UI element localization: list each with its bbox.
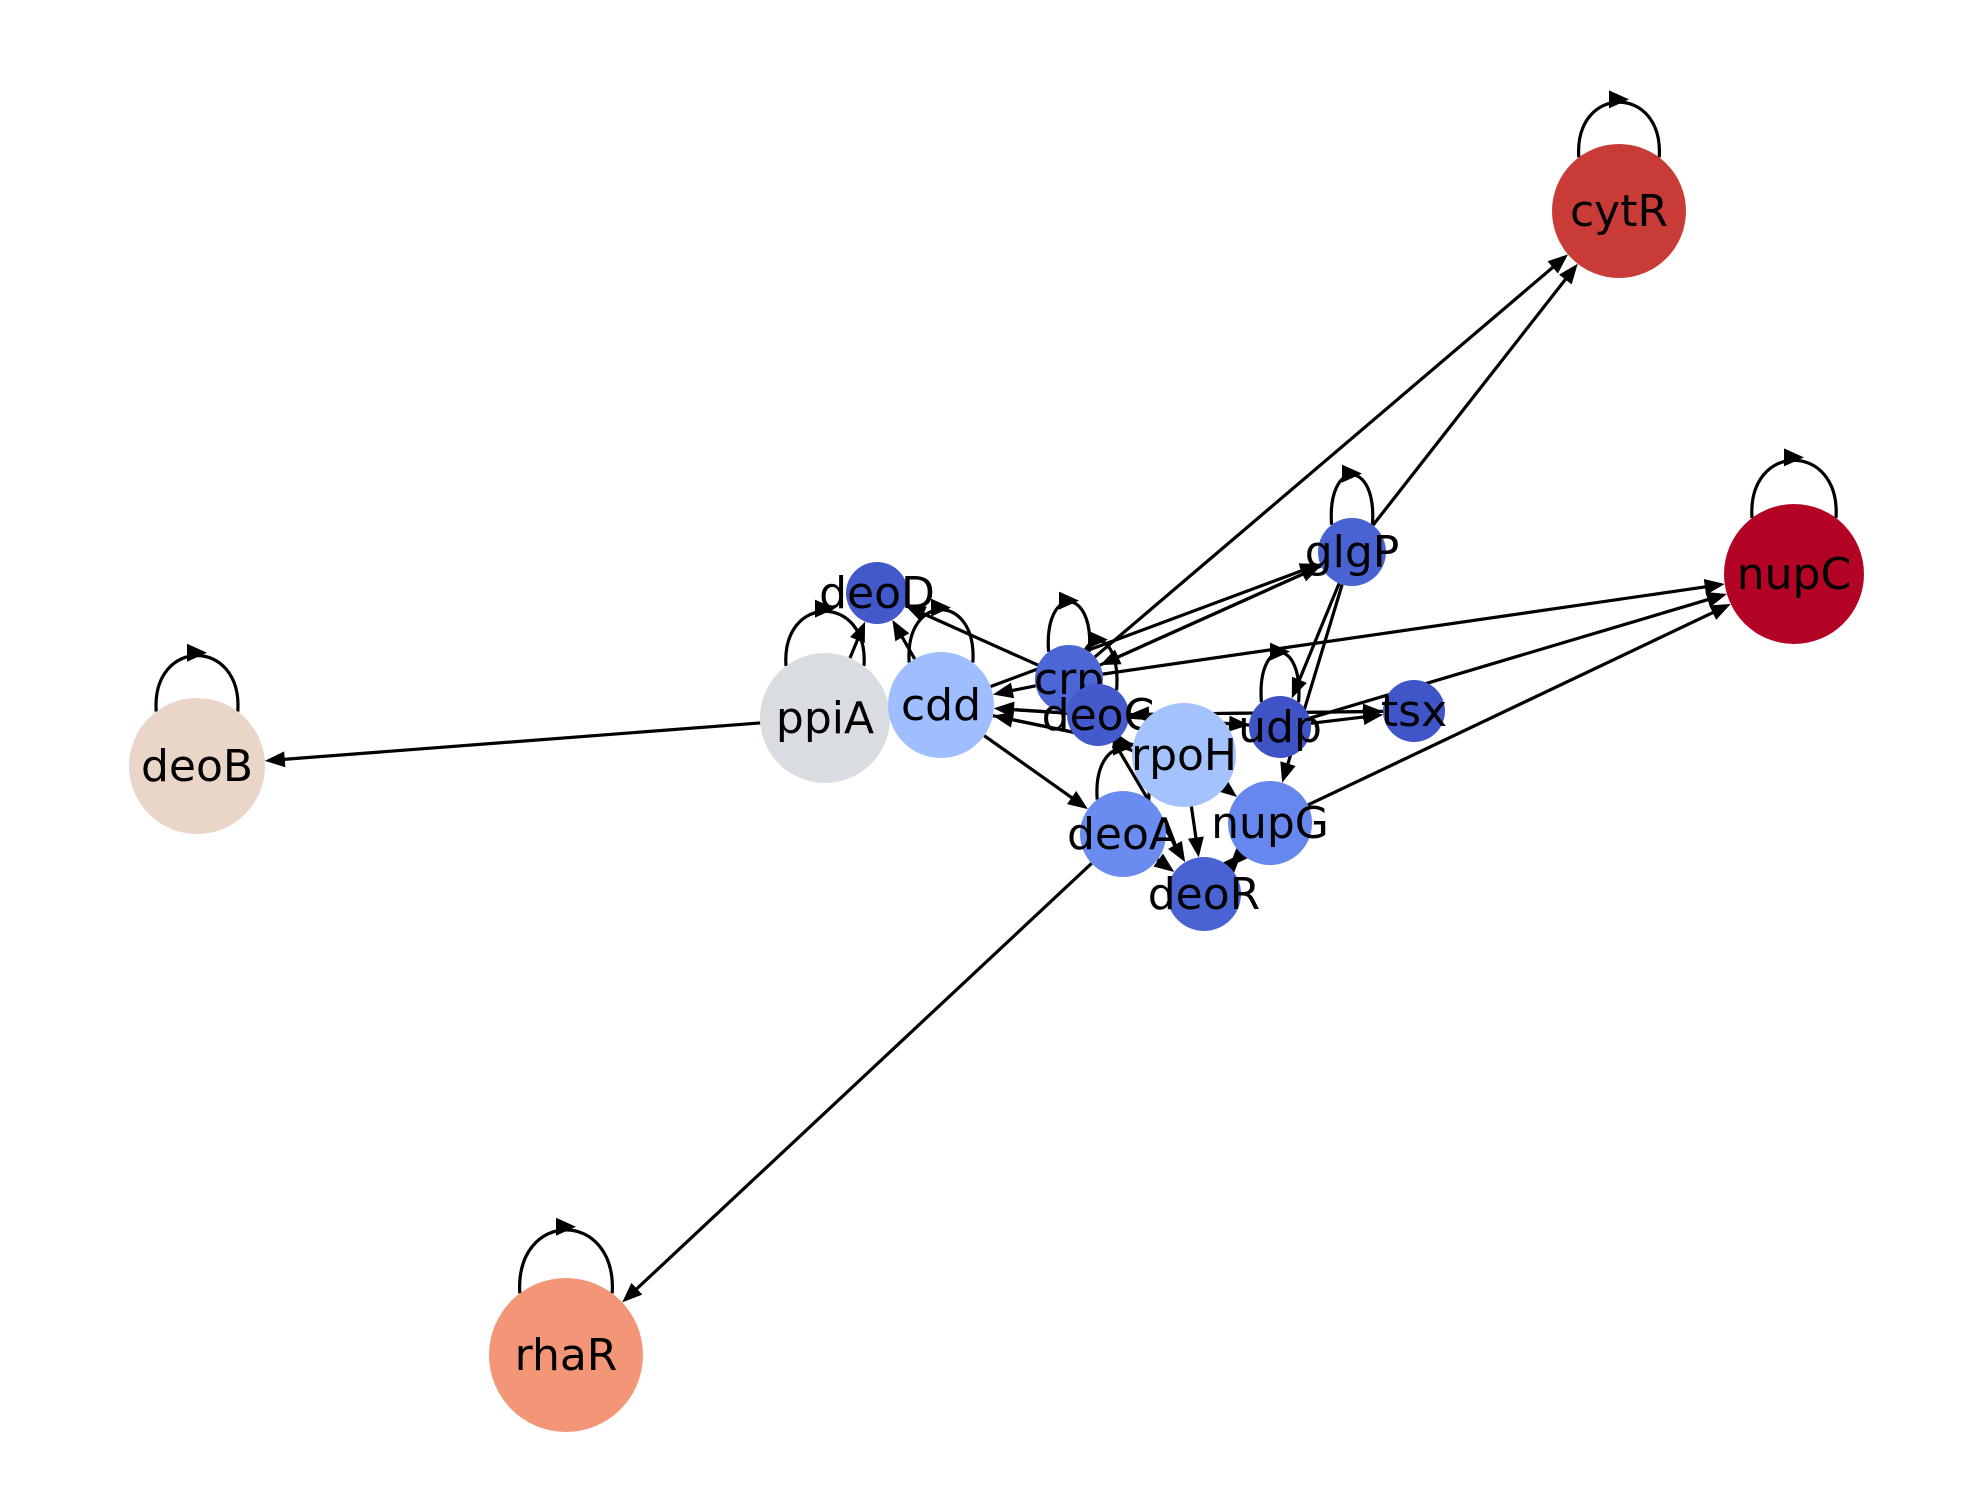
self-loop-arrow-deoB	[187, 643, 207, 662]
edge-crp-to-cytR	[1093, 262, 1559, 659]
node-deoD: deoD	[819, 562, 935, 624]
arrow-rpoH-to-nupG	[1216, 778, 1238, 797]
node-circle-nupC	[1724, 504, 1864, 644]
arrow-deoC-to-deoR	[1168, 840, 1186, 863]
node-circle-deoD	[846, 562, 908, 624]
arrow-udp-to-nupC	[1705, 592, 1727, 608]
edge-rpoH-to-deoR	[1189, 806, 1199, 844]
node-label-nupC: nupC	[1737, 549, 1851, 600]
node-rpoH: rpoH	[1131, 703, 1237, 807]
node-circle-deoR	[1167, 857, 1241, 931]
node-label-deoA: deoA	[1067, 809, 1179, 860]
self-loop-arrow-cdd	[931, 598, 951, 617]
arrow-glgP-to-udp	[1291, 676, 1307, 699]
node-deoA: deoA	[1067, 791, 1179, 877]
edge-glgP-to-udp	[1295, 582, 1341, 686]
node-circle-tsx	[1383, 680, 1445, 742]
node-label-nupG: nupG	[1211, 798, 1329, 849]
arrow-crp-to-cdd	[992, 682, 1015, 699]
arrow-rpoH-to-deoR	[1187, 836, 1204, 858]
node-label-deoB: deoB	[141, 741, 253, 792]
self-loop-arrow-crp	[1059, 591, 1079, 610]
edge-crp-to-deoD	[917, 609, 1039, 667]
edge-glgP-to-cytR	[1371, 273, 1571, 527]
edge-cdd-to-deoA	[983, 734, 1078, 803]
node-label-deoD: deoD	[819, 568, 935, 619]
self-loop-arrow-udp	[1270, 642, 1290, 661]
node-udp: udp	[1238, 696, 1322, 758]
self-loop-glgP	[1329, 473, 1375, 525]
edges-layer	[154, 90, 1838, 1303]
node-tsx: tsx	[1381, 680, 1447, 742]
node-glgP: glgP	[1305, 518, 1400, 586]
arrow-glgP-to-cytR	[1559, 263, 1578, 285]
edge-nupG-to-nupC	[1307, 608, 1719, 807]
node-circle-deoB	[129, 698, 265, 834]
arrow-cdd-to-deoD	[892, 619, 910, 642]
node-label-deoR: deoR	[1148, 869, 1261, 920]
arrow-deoR-to-nupG	[1221, 853, 1242, 874]
node-deoC: deoC	[1042, 684, 1155, 746]
node-deoB: deoB	[129, 698, 265, 834]
node-circle-nupG	[1228, 781, 1312, 865]
arrow-cdd-to-deoA	[1066, 791, 1088, 810]
node-circle-rhaR	[489, 1278, 643, 1432]
arrow-ppiA-to-deoD	[850, 621, 866, 644]
edge-ppiA-to-deoB	[278, 721, 761, 762]
node-cytR: cytR	[1552, 144, 1686, 278]
arrow-glgP-to-nupG	[1280, 761, 1296, 783]
arrow-nupG-to-nupC	[1709, 604, 1731, 620]
node-label-rpoH: rpoH	[1131, 730, 1237, 781]
node-circle-rpoH	[1132, 703, 1236, 807]
arrow-deoA-to-deoR	[1153, 853, 1175, 872]
edge-crp-to-nupC	[1102, 584, 1712, 676]
node-label-cytR: cytR	[1570, 186, 1668, 237]
edge-deoA-to-rhaR	[631, 862, 1093, 1295]
arrow-crp-to-deoD	[905, 605, 927, 622]
node-circle-cdd	[888, 652, 994, 758]
node-label-deoC: deoC	[1042, 690, 1155, 741]
self-loop-arrow-ppiA	[815, 599, 835, 618]
node-label-glgP: glgP	[1305, 527, 1400, 578]
node-circle-cytR	[1552, 144, 1686, 278]
node-deoR: deoR	[1148, 857, 1261, 931]
node-nupG: nupG	[1211, 781, 1329, 865]
edge-udp-to-nupC	[1309, 596, 1714, 720]
edge-deoC-to-deoR	[1112, 740, 1180, 851]
arrow-deoC-to-udp	[1228, 715, 1250, 732]
self-loop-arrow-cytR	[1609, 90, 1629, 109]
node-circle-glgP	[1318, 518, 1386, 586]
self-loop-arrow-deoC	[1088, 630, 1108, 649]
arrow-ppiA-to-deoB	[264, 751, 286, 768]
node-nupC: nupC	[1724, 504, 1864, 644]
self-loop-arrow-glgP	[1342, 464, 1362, 483]
node-label-udp: udp	[1238, 702, 1322, 753]
node-circle-udp	[1249, 696, 1311, 758]
self-loop-crp	[1046, 600, 1092, 652]
arrow-tsx-to-deoC	[1128, 706, 1150, 723]
node-rhaR: rhaR	[489, 1278, 643, 1432]
node-ppiA: ppiA	[760, 653, 890, 783]
node-label-rhaR: rhaR	[515, 1330, 618, 1381]
arrow-crp-to-cytR	[1547, 254, 1568, 274]
node-label-ppiA: ppiA	[776, 693, 874, 744]
self-loop-arrow-rhaR	[556, 1217, 576, 1236]
node-circle-ppiA	[760, 653, 890, 783]
arrow-glgP-to-crp	[1100, 649, 1122, 666]
node-label-cdd: cdd	[901, 680, 981, 731]
arrow-crp-to-nupC	[1703, 578, 1725, 595]
node-circle-deoA	[1080, 791, 1166, 877]
arrow-deoA-to-rhaR	[622, 1282, 643, 1303]
node-circle-deoC	[1067, 684, 1129, 746]
node-label-tsx: tsx	[1381, 686, 1447, 737]
self-loop-arrow-nupC	[1784, 448, 1804, 467]
node-cdd: cdd	[888, 652, 994, 758]
edge-udp-to-tsx	[1310, 714, 1370, 725]
edge-glgP-to-crp	[1112, 564, 1322, 661]
